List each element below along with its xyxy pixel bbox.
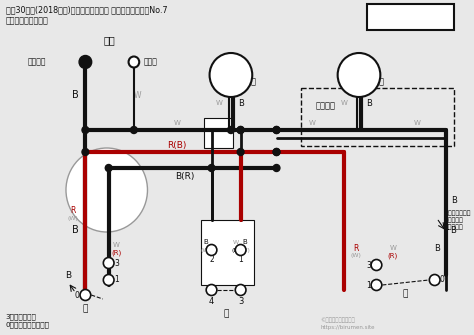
Text: 完 成: 完 成 [399,9,422,24]
Circle shape [273,164,280,172]
Circle shape [273,148,280,155]
Text: B: B [73,90,79,100]
Circle shape [130,127,137,134]
Text: B: B [366,98,372,108]
Text: B: B [65,270,71,279]
Text: 複線図の書き方解説: 複線図の書き方解説 [6,16,48,25]
Text: 1: 1 [114,275,119,284]
Text: R: R [354,244,359,253]
Text: 0: 0 [440,275,445,284]
Circle shape [103,274,114,285]
Circle shape [237,148,244,155]
Text: (R): (R) [388,253,398,259]
Text: (W): (W) [351,254,362,259]
Text: イ: イ [403,289,408,298]
Circle shape [66,148,147,232]
Circle shape [128,57,139,67]
Text: B(R): B(R) [174,172,194,181]
Text: (R): (R) [111,250,121,256]
Text: W: W [216,100,223,106]
Text: W: W [174,120,181,126]
Text: 3路スイッチの: 3路スイッチの [6,314,36,320]
Text: W: W [309,120,316,126]
Text: イ: イ [82,305,88,314]
Circle shape [228,127,234,134]
Text: (B): (B) [231,248,240,253]
Bar [201,220,254,285]
Circle shape [237,127,244,134]
Text: 平成30年度(2018年度)第二種電気工事士 技能試験候補問題No.7: 平成30年度(2018年度)第二種電気工事士 技能試験候補問題No.7 [6,5,167,14]
Text: 0端子には: 0端子には [445,217,463,223]
Text: 3: 3 [238,297,243,307]
Circle shape [80,289,91,300]
Text: R: R [70,205,75,214]
Circle shape [371,260,382,270]
Circle shape [82,127,89,134]
Text: 4: 4 [209,297,214,307]
Circle shape [337,53,380,97]
Text: W: W [414,120,420,126]
Circle shape [79,56,91,68]
Text: (W): (W) [67,215,78,220]
Circle shape [371,279,382,290]
Text: R: R [222,63,240,87]
Text: W: W [113,242,120,248]
Bar [367,4,454,30]
Circle shape [273,148,280,155]
Text: 1: 1 [238,256,243,265]
Text: B: B [434,244,439,253]
Text: W: W [233,240,239,245]
Text: 3路スイッチの: 3路スイッチの [445,210,471,216]
Circle shape [103,258,114,268]
Circle shape [429,274,440,285]
Text: イ: イ [251,77,256,86]
Text: 黒をつなぐ: 黒をつなぐ [445,224,463,230]
Circle shape [82,148,89,155]
Circle shape [206,245,217,256]
Text: (W): (W) [200,248,211,253]
Text: https://birumen.site: https://birumen.site [320,326,374,331]
Text: B: B [450,225,456,234]
Circle shape [105,164,112,172]
Text: R: R [350,63,368,87]
Circle shape [208,164,215,172]
Text: (W): (W) [239,248,250,253]
Bar [204,118,233,148]
Text: 非接地側: 非接地側 [27,58,46,67]
Text: B: B [242,239,247,245]
Text: W: W [341,100,348,106]
Text: R(B): R(B) [167,140,186,149]
Text: 接地側: 接地側 [144,58,157,67]
Text: B: B [203,239,208,245]
Text: 電源: 電源 [104,35,116,45]
Text: W: W [134,90,142,99]
Bar [301,88,454,146]
Circle shape [273,127,280,134]
Text: 2: 2 [209,256,214,265]
Text: W: W [390,245,396,251]
Text: 1: 1 [366,280,371,289]
Circle shape [235,245,246,256]
Text: B: B [73,225,79,235]
Text: 施工省略: 施工省略 [315,102,335,111]
Text: 0: 0 [74,290,79,299]
Text: 3: 3 [366,261,371,269]
Circle shape [273,127,280,134]
Text: ©ビルメン資格対策室: ©ビルメン資格対策室 [320,317,355,323]
Text: 0端子には黒をつなぐ: 0端子には黒をつなぐ [6,322,50,328]
Text: イ: イ [379,77,384,86]
Circle shape [206,284,217,295]
Circle shape [235,284,246,295]
Circle shape [237,127,244,134]
Text: イ: イ [223,310,229,319]
Text: B: B [237,98,244,108]
Text: B: B [451,196,457,204]
Text: 3: 3 [114,259,119,268]
Circle shape [210,53,252,97]
